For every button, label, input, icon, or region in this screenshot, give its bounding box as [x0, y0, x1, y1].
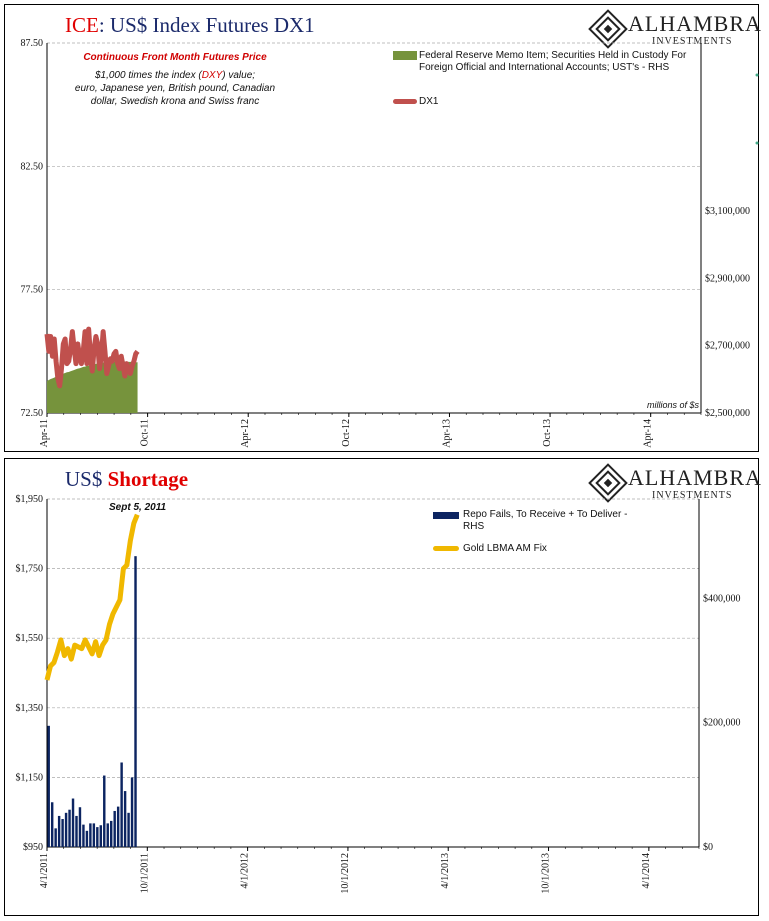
x-tick-label: Apr-14 [643, 419, 654, 448]
left-tick-label: $1,750 [16, 564, 44, 575]
repo-fails-bar [120, 762, 123, 847]
custody-area [47, 361, 138, 413]
x-tick-label: 4/1/2011 [39, 853, 50, 888]
logo-wordmark: ALHAMBRA [628, 11, 762, 36]
logo-subtitle: INVESTMENTS [652, 36, 733, 47]
repo-fails-bar [82, 824, 85, 847]
left-tick-label: 82.50 [21, 161, 44, 172]
alhambra-logo-2: ALHAMBRA INVESTMENTS [588, 463, 761, 503]
legend-label-dx1: DX1 [419, 96, 439, 107]
left-tick-label: $1,350 [16, 703, 44, 714]
annotation-heading: Continuous Front Month Futures Price [83, 52, 267, 63]
diamond-logo-icon [588, 463, 628, 503]
legend-swatch-gold [433, 546, 459, 551]
repo-fails-bar [116, 806, 120, 847]
repo-fails-bar [113, 810, 116, 847]
dx1-line [44, 326, 140, 389]
left-tick-label: $1,550 [16, 633, 44, 644]
x-tick-label: 10/1/2012 [340, 853, 351, 894]
right-tick-label: $2,500,000 [705, 408, 750, 419]
chart-panel-shortage: US$ Shortage ALHAMBRA INVESTMENTS Sept 5… [4, 458, 761, 916]
chart-panel-dx1: ICE: US$ Index Futures DX1 ALHAMBRA INVE… [4, 4, 761, 452]
x-tick-label: Oct-12 [341, 419, 352, 447]
repo-fails-bar [96, 827, 99, 847]
edge-marker [755, 141, 759, 145]
x-tick-label: Oct-11 [140, 419, 151, 446]
repo-fails-bar [103, 775, 106, 847]
repo-fails-bar [85, 830, 89, 847]
right-tick-label: $200,000 [703, 718, 741, 729]
diamond-logo-icon [588, 9, 628, 49]
x-tick-label: Oct-13 [542, 419, 553, 447]
left-tick-label: $950 [23, 842, 43, 853]
repo-fails-bar [106, 823, 109, 847]
x-tick-label: Apr-13 [441, 419, 452, 448]
left-tick-label: 72.50 [21, 408, 44, 419]
right-tick-label: $2,900,000 [705, 273, 750, 284]
annotation-line-1: $1,000 times the index (DXY) value; [94, 70, 256, 81]
alhambra-logo: ALHAMBRA INVESTMENTS [588, 9, 761, 49]
x-tick-label: 4/1/2012 [240, 853, 251, 889]
annotation-body: $1,000 times the index (DXY) value; euro… [55, 69, 295, 108]
legend-label-repo: Repo Fails, To Receive + To Deliver - RH… [463, 509, 628, 532]
repo-fails-bar [89, 823, 92, 847]
x-tick-label: Apr-12 [240, 419, 251, 448]
repo-fails-bar [61, 819, 64, 847]
repo-fails-bar [123, 791, 127, 847]
repo-fails-bar [75, 815, 78, 847]
left-tick-label: $1,150 [16, 772, 44, 783]
legend-label-custody: Federal Reserve Memo Item; Securities He… [419, 50, 687, 73]
repo-fails-bar [99, 825, 103, 847]
annotation-line-2: euro, Japanese yen, British pound, Canad… [74, 83, 276, 94]
left-tick-label: 77.50 [21, 285, 44, 296]
shortage-chart-svg: $950 $1,150 $1,350 $1,550 $1,750 $1,950 $0 $200… [16, 494, 741, 894]
legend-label-gold: Gold LBMA AM Fix [463, 543, 547, 554]
title-rest: : US$ Index Futures DX1 [98, 13, 315, 37]
x-tick-label: 4/1/2013 [440, 853, 451, 889]
repo-fails-bar [71, 798, 75, 847]
legend-swatch-repo [433, 512, 459, 519]
legend-swatch-custody [393, 51, 417, 60]
repo-fails-bar [68, 809, 71, 847]
title-prefix: ICE [65, 13, 99, 37]
x-tick-label: 10/1/2013 [541, 853, 552, 894]
repo-fails-bar [64, 812, 68, 847]
left-tick-label: $1,950 [16, 494, 44, 505]
right-tick-label: $0 [703, 842, 713, 853]
repo-fails-bar [92, 823, 96, 847]
left-tick-label: 87.50 [21, 38, 44, 49]
repo-fails-bar [78, 807, 82, 847]
annotation-highlight: DXY [201, 70, 223, 81]
chart-title: ICE: US$ Index Futures DX1 [65, 13, 315, 38]
rhs-unit-note: millions of $s [647, 400, 700, 410]
right-tick-label: $3,100,000 [705, 206, 750, 217]
title-rest-2: Shortage [107, 467, 189, 491]
annotation-line-3: dollar, Swedish krona and Swiss franc [90, 96, 260, 107]
repo-fails-bar [127, 812, 130, 847]
repo-fails-bar [57, 815, 61, 847]
x-tick-label: 10/1/2011 [139, 853, 150, 893]
repo-fails-bar [47, 725, 50, 847]
right-tick-label: $400,000 [703, 593, 741, 604]
repo-fails-bar [134, 556, 137, 847]
repo-fails-bar [109, 820, 113, 847]
repo-fails-bar [130, 777, 134, 847]
title-prefix-2: US$ [65, 467, 103, 491]
logo-subtitle: INVESTMENTS [652, 490, 733, 501]
legend-swatch-dx1 [393, 99, 417, 104]
logo-wordmark: ALHAMBRA [628, 465, 762, 490]
annotation-date: Sept 5, 2011 [109, 502, 167, 513]
chart-title-2: US$ Shortage [65, 467, 188, 492]
repo-fails-bar [54, 828, 57, 847]
right-tick-label: $2,700,000 [705, 341, 750, 352]
x-tick-label: Apr-11 [39, 419, 50, 447]
dx1-chart-svg: 72.50 77.50 82.50 87.50 $2,500,000 $2,700,000… [21, 38, 759, 448]
x-tick-label: 4/1/2014 [641, 853, 652, 889]
edge-marker [755, 73, 759, 77]
gold-line [44, 513, 140, 681]
repo-fails-bar [50, 802, 54, 847]
